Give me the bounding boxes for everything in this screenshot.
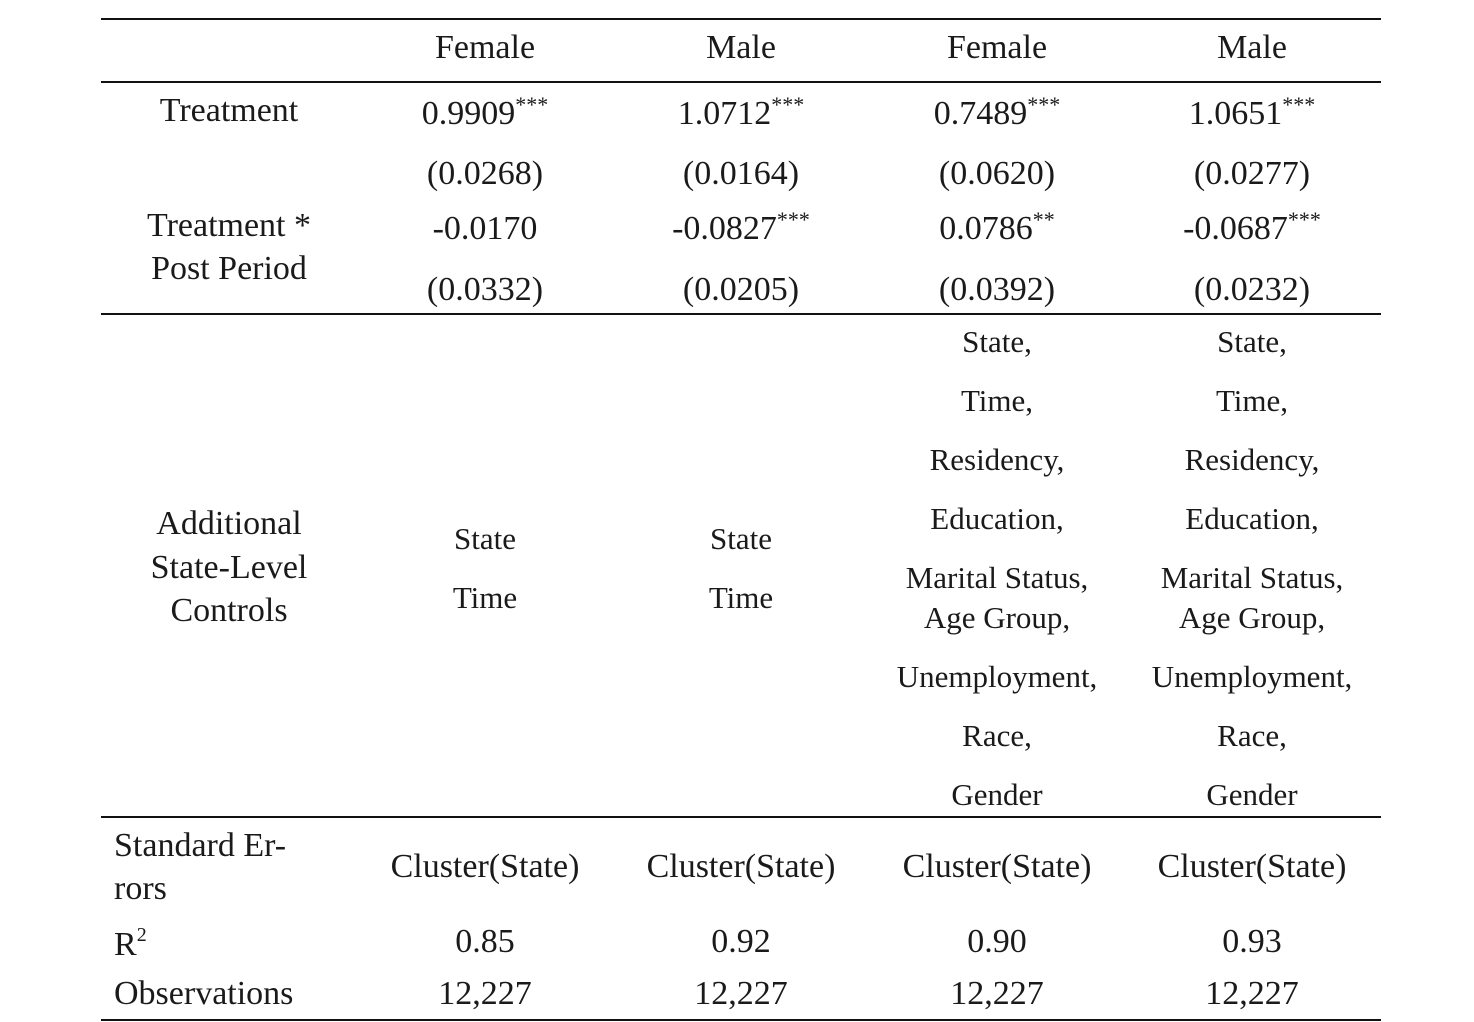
- std-errors-value: Cluster(State): [902, 848, 1092, 885]
- controls-full-item: Race,: [962, 718, 1032, 753]
- controls-basic-time: Time: [708, 580, 774, 615]
- std-errors-value: Cluster(State): [390, 848, 580, 885]
- col-header: Male: [1217, 29, 1287, 66]
- controls-full-item: Gender: [951, 777, 1043, 812]
- controls-full-item: Race,: [1217, 718, 1287, 753]
- top-rule: [101, 18, 1381, 20]
- col-header: Female: [434, 29, 536, 66]
- treatment-coef-1: 0.9909***: [421, 92, 549, 132]
- bottom-rule: [101, 1019, 1381, 1021]
- controls-basic-state: State: [454, 521, 516, 556]
- controls-full-item: Marital Status,: [905, 560, 1089, 595]
- interaction-coef-1: -0.0170: [432, 210, 538, 247]
- std-errors-value: Cluster(State): [646, 848, 836, 885]
- interaction-se-2: (0.0205): [682, 271, 800, 308]
- controls-full-item: Age Group,: [1178, 600, 1326, 635]
- observations-value: 12,227: [1205, 975, 1299, 1012]
- observations-value: 12,227: [950, 975, 1044, 1012]
- row-label-std-errors-line1: Standard Er-: [114, 827, 287, 864]
- controls-full-item: Education,: [1185, 501, 1319, 536]
- controls-full-item: State,: [1217, 324, 1287, 359]
- controls-full-item: Education,: [930, 501, 1064, 536]
- controls-full-item: Unemployment,: [1151, 659, 1353, 694]
- row-label-controls-line2: State-Level: [150, 549, 308, 586]
- interaction-se-4: (0.0232): [1193, 271, 1311, 308]
- treatment-se-3: (0.0620): [938, 155, 1056, 192]
- treatment-se-4: (0.0277): [1193, 155, 1311, 192]
- controls-full-item: Age Group,: [923, 600, 1071, 635]
- header-rule: [101, 81, 1381, 83]
- controls-full-item: Gender: [1206, 777, 1298, 812]
- coef-rule: [101, 313, 1381, 315]
- observations-value: 12,227: [438, 975, 532, 1012]
- col-header: Male: [706, 29, 776, 66]
- controls-full-item: Residency,: [1184, 442, 1320, 477]
- r2-value: 0.93: [1222, 923, 1282, 960]
- row-label-std-errors-line2: rors: [114, 870, 167, 907]
- controls-full-item: Time,: [960, 383, 1034, 418]
- controls-full-item: Unemployment,: [896, 659, 1098, 694]
- row-label-controls-line3: Controls: [170, 592, 288, 629]
- interaction-coef-3: 0.0786**: [939, 207, 1055, 247]
- interaction-se-3: (0.0392): [938, 271, 1056, 308]
- controls-full-item: Residency,: [929, 442, 1065, 477]
- controls-rule: [101, 816, 1381, 818]
- row-label-treatment: Treatment: [159, 92, 299, 129]
- interaction-coef-4: -0.0687***: [1183, 207, 1321, 247]
- treatment-coef-3: 0.7489***: [933, 92, 1061, 132]
- interaction-coef-2: -0.0827***: [672, 207, 810, 247]
- controls-full-item: Marital Status,: [1160, 560, 1344, 595]
- controls-basic-time: Time: [452, 580, 518, 615]
- row-label-observations: Observations: [114, 975, 294, 1012]
- row-label-interaction-line2: Post Period: [151, 250, 307, 287]
- col-header: Female: [946, 29, 1048, 66]
- controls-full-item: Time,: [1215, 383, 1289, 418]
- row-label-r2: R2: [114, 924, 147, 963]
- row-label-interaction-line1: Treatment *: [146, 207, 312, 244]
- r2-value: 0.92: [711, 923, 771, 960]
- r2-value: 0.85: [455, 923, 515, 960]
- treatment-se-1: (0.0268): [426, 155, 544, 192]
- interaction-se-1: (0.0332): [426, 271, 544, 308]
- controls-basic-state: State: [710, 521, 772, 556]
- controls-full-item: State,: [962, 324, 1032, 359]
- std-errors-value: Cluster(State): [1157, 848, 1347, 885]
- treatment-coef-4: 1.0651***: [1188, 92, 1316, 132]
- observations-value: 12,227: [694, 975, 788, 1012]
- treatment-se-2: (0.0164): [682, 155, 800, 192]
- row-label-controls-line1: Additional: [156, 505, 302, 542]
- treatment-coef-2: 1.0712***: [677, 92, 805, 132]
- r2-value: 0.90: [967, 923, 1027, 960]
